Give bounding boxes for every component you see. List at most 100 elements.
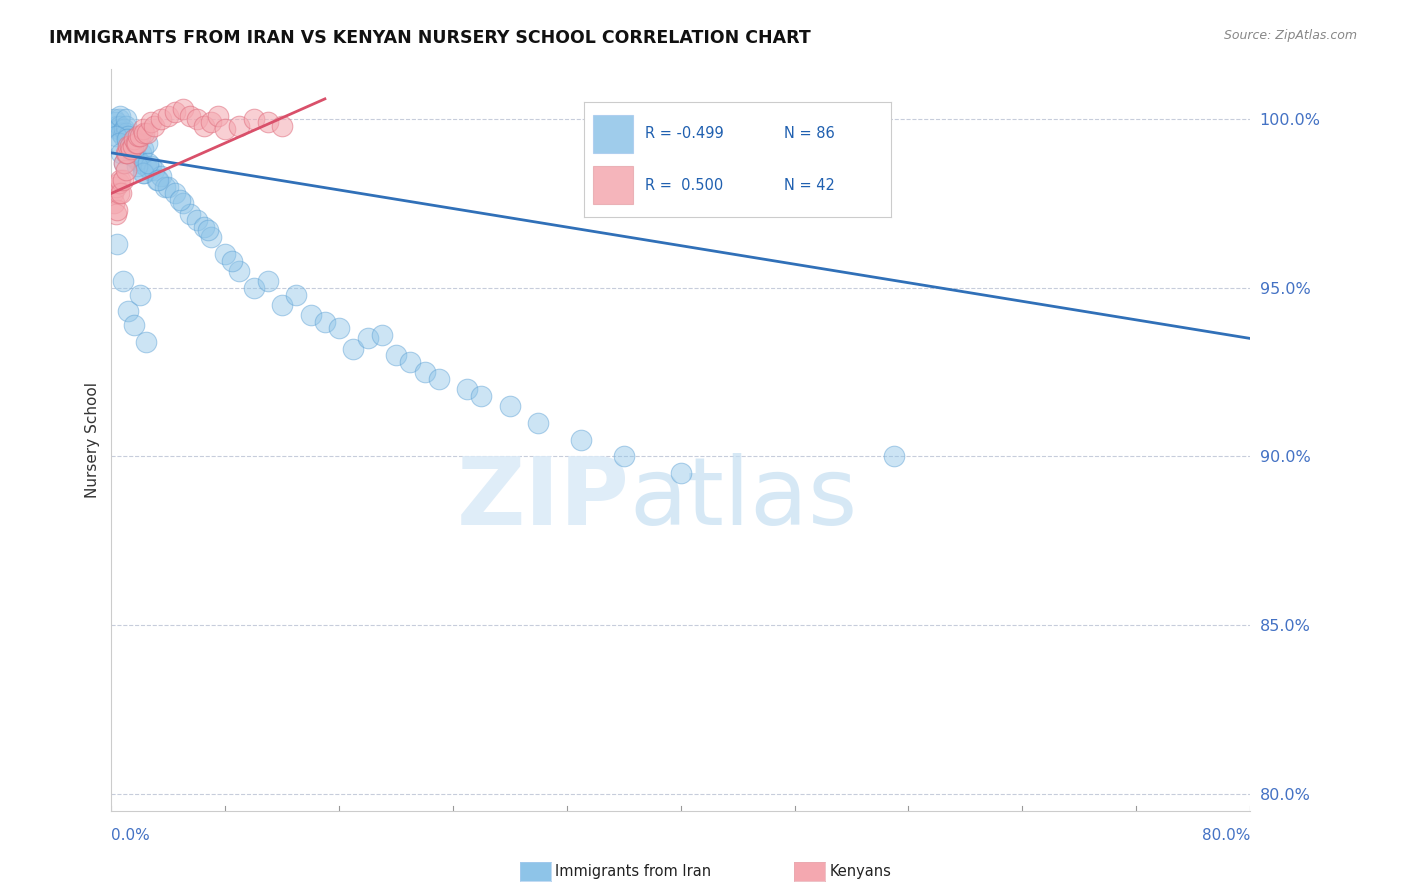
Point	[132, 143, 155, 157]
Point	[107, 136, 129, 150]
Point	[136, 126, 159, 140]
Point	[143, 162, 166, 177]
Point	[105, 203, 128, 218]
Point	[271, 119, 294, 133]
Point	[136, 136, 159, 150]
Point	[121, 139, 143, 153]
Text: Kenyans: Kenyans	[830, 864, 891, 879]
Point	[139, 162, 162, 177]
Point	[118, 139, 141, 153]
Point	[138, 156, 160, 170]
Point	[105, 236, 128, 251]
Point	[179, 206, 201, 220]
Point	[172, 196, 194, 211]
Point	[141, 159, 163, 173]
Point	[125, 153, 148, 167]
Point	[122, 132, 145, 146]
Point	[221, 253, 243, 268]
Point	[114, 112, 136, 127]
Point	[527, 416, 550, 430]
Point	[228, 119, 250, 133]
Point	[413, 365, 436, 379]
Point	[134, 126, 156, 140]
Point	[127, 128, 149, 143]
Point	[200, 115, 222, 129]
Point	[193, 119, 215, 133]
Point	[132, 122, 155, 136]
Point	[122, 145, 145, 160]
Point	[165, 105, 187, 120]
Point	[110, 145, 132, 160]
Point	[112, 156, 135, 170]
Point	[143, 119, 166, 133]
Point	[214, 247, 236, 261]
Point	[214, 122, 236, 136]
Point	[257, 274, 280, 288]
Point	[107, 186, 129, 201]
Text: 0.0%: 0.0%	[111, 828, 150, 843]
Point	[117, 128, 139, 143]
Point	[132, 166, 155, 180]
Point	[115, 132, 138, 146]
Point	[110, 126, 132, 140]
Point	[128, 128, 150, 143]
Point	[124, 149, 146, 163]
Point	[117, 139, 139, 153]
Point	[104, 179, 127, 194]
Point	[122, 132, 145, 146]
Point	[104, 115, 127, 129]
Point	[129, 145, 152, 160]
Point	[207, 109, 229, 123]
Point	[157, 179, 180, 194]
Point	[114, 119, 136, 133]
Point	[427, 372, 450, 386]
Point	[111, 128, 134, 143]
Point	[299, 308, 322, 322]
Text: 80.0%: 80.0%	[1202, 828, 1250, 843]
Point	[155, 179, 177, 194]
Point	[112, 122, 135, 136]
Point	[165, 186, 187, 201]
Point	[104, 128, 127, 143]
Point	[108, 173, 131, 187]
Point	[125, 159, 148, 173]
Point	[103, 112, 125, 127]
Point	[122, 318, 145, 332]
Point	[371, 328, 394, 343]
Point	[120, 143, 142, 157]
Point	[157, 109, 180, 123]
Point	[107, 112, 129, 127]
Point	[399, 355, 422, 369]
Point	[569, 433, 592, 447]
Point	[179, 109, 201, 123]
Point	[193, 220, 215, 235]
Point	[114, 126, 136, 140]
Point	[108, 119, 131, 133]
Text: Immigrants from Iran: Immigrants from Iran	[555, 864, 711, 879]
Point	[121, 136, 143, 150]
Point	[141, 115, 163, 129]
Point	[200, 230, 222, 244]
Point	[105, 119, 128, 133]
Text: IMMIGRANTS FROM IRAN VS KENYAN NURSERY SCHOOL CORRELATION CHART: IMMIGRANTS FROM IRAN VS KENYAN NURSERY S…	[49, 29, 811, 46]
Point	[107, 122, 129, 136]
Point	[117, 304, 139, 318]
Point	[114, 162, 136, 177]
Point	[118, 139, 141, 153]
Point	[108, 109, 131, 123]
Point	[242, 112, 264, 127]
Point	[134, 166, 156, 180]
Point	[197, 223, 219, 237]
Text: Source: ZipAtlas.com: Source: ZipAtlas.com	[1223, 29, 1357, 42]
Point	[107, 176, 129, 190]
Point	[385, 348, 408, 362]
Point	[342, 342, 364, 356]
Point	[613, 450, 636, 464]
Point	[115, 145, 138, 160]
Point	[120, 139, 142, 153]
Point	[146, 173, 169, 187]
Point	[257, 115, 280, 129]
Point	[127, 153, 149, 167]
Point	[499, 399, 522, 413]
Point	[135, 334, 157, 349]
